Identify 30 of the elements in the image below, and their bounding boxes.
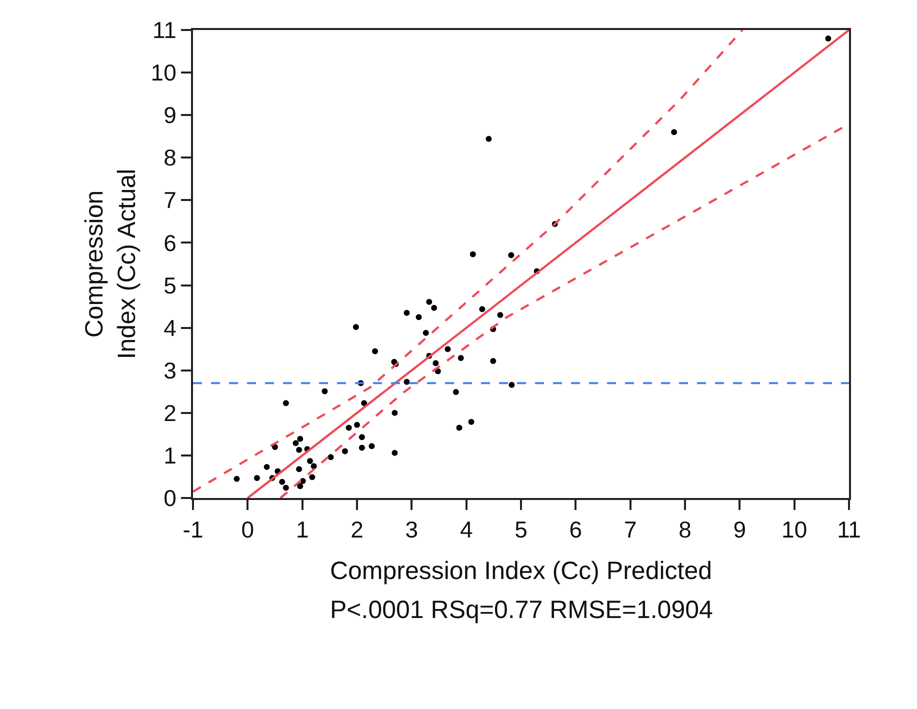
x-tick-label: 8 xyxy=(678,516,692,543)
y-tick-label: 6 xyxy=(164,230,176,256)
x-tick-label: 2 xyxy=(350,516,364,543)
x-tick-label: 11 xyxy=(837,516,861,543)
y-tick-label: 0 xyxy=(164,485,176,512)
x-tick-label: 4 xyxy=(460,516,473,543)
y-tick-label: 1 xyxy=(164,442,176,468)
x-tick-label: 0 xyxy=(241,516,254,543)
y-tick-label: 11 xyxy=(152,17,176,44)
line-series xyxy=(193,30,744,493)
x-axis-title: Compression Index (Cc) Predicted xyxy=(330,557,712,586)
line-series xyxy=(279,126,845,498)
y-tick-label: 2 xyxy=(164,400,176,426)
y-tick-label: 7 xyxy=(164,187,176,214)
x-tick-label: 3 xyxy=(405,516,418,543)
y-tick-label: 9 xyxy=(164,102,176,128)
x-tick-label: 5 xyxy=(514,516,528,543)
x-tick-label: 1 xyxy=(296,516,309,543)
x-tick-label: 10 xyxy=(782,516,808,543)
y-tick-label: 10 xyxy=(150,60,176,86)
y-axis-title: Compression Index (Cc) Actual xyxy=(80,168,142,360)
x-tick-label: 9 xyxy=(733,516,746,543)
text: P<.0001 RSq=0.77 RMSE=1.0904 xyxy=(330,596,714,624)
y-tick-label: 5 xyxy=(164,272,176,298)
y-tick-label: 4 xyxy=(164,314,177,341)
y-tick-label: 3 xyxy=(164,357,176,384)
x-tick-label: 7 xyxy=(624,516,637,543)
x-tick-label: -1 xyxy=(182,516,204,543)
x-tick-label: 6 xyxy=(569,516,582,543)
y-tick-label: 8 xyxy=(164,144,176,171)
